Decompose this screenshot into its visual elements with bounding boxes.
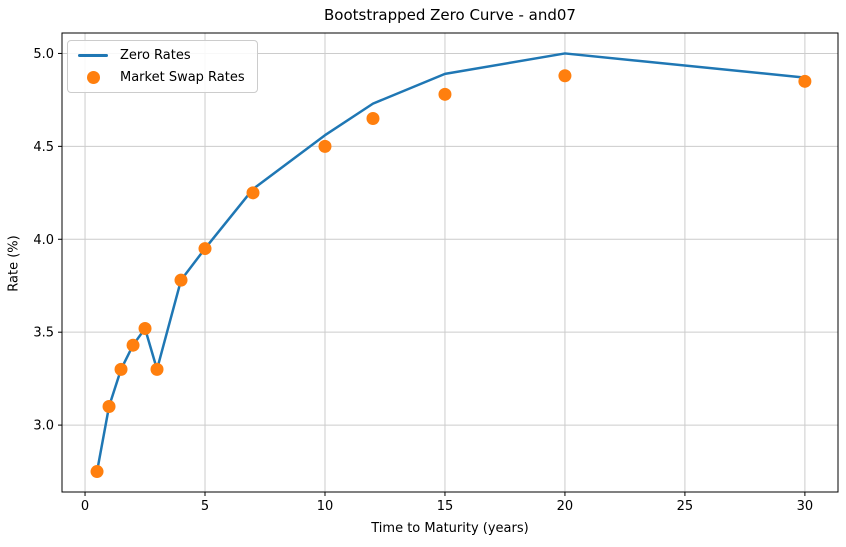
swap-rate-marker <box>126 338 140 352</box>
swap-rate-marker <box>246 186 260 200</box>
legend-item-label: Market Swap Rates <box>120 70 245 85</box>
swap-rate-marker <box>798 74 812 88</box>
swap-rate-marker <box>150 362 164 376</box>
y-tick-label: 3.0 <box>33 419 54 434</box>
x-tick-label: 25 <box>677 499 694 514</box>
legend-item: Market Swap Rates <box>77 68 245 87</box>
swap-rate-marker <box>102 400 116 414</box>
swap-rate-marker <box>198 242 212 256</box>
swap-rate-marker <box>558 69 572 83</box>
swap-rate-marker <box>90 465 104 479</box>
y-tick-label: 3.5 <box>33 326 54 341</box>
chart-title: Bootstrapped Zero Curve - and07 <box>324 6 576 24</box>
legend: Zero Rates Market Swap Rates <box>67 40 258 93</box>
x-tick-label: 20 <box>557 499 574 514</box>
x-tick-label: 5 <box>201 499 209 514</box>
swap-rate-marker <box>318 139 332 153</box>
y-tick-label: 5.0 <box>33 47 54 62</box>
zero-rates-line <box>95 52 807 473</box>
y-tick-label: 4.0 <box>33 233 54 248</box>
dot-swatch-icon <box>86 71 100 84</box>
x-tick-label: 30 <box>797 499 814 514</box>
legend-marker-swatch <box>77 71 109 84</box>
x-axis-label: Time to Maturity (years) <box>371 521 529 536</box>
legend-item: Zero Rates <box>77 46 245 65</box>
x-tick-label: 10 <box>317 499 334 514</box>
legend-item-label: Zero Rates <box>120 48 191 63</box>
legend-line-swatch <box>77 54 109 57</box>
y-axis-label: Rate (%) <box>6 235 22 292</box>
y-tick-label: 4.5 <box>33 140 54 155</box>
axes-spines <box>61 32 839 493</box>
line-swatch-icon <box>78 54 108 57</box>
x-tick-label: 15 <box>437 499 454 514</box>
swap-rate-marker <box>138 321 152 335</box>
swap-rate-marker <box>174 273 188 287</box>
swap-rate-marker <box>438 87 452 101</box>
swap-rate-marker <box>114 362 128 376</box>
swap-rate-marker <box>366 111 380 125</box>
x-tick-label: 0 <box>81 499 89 514</box>
